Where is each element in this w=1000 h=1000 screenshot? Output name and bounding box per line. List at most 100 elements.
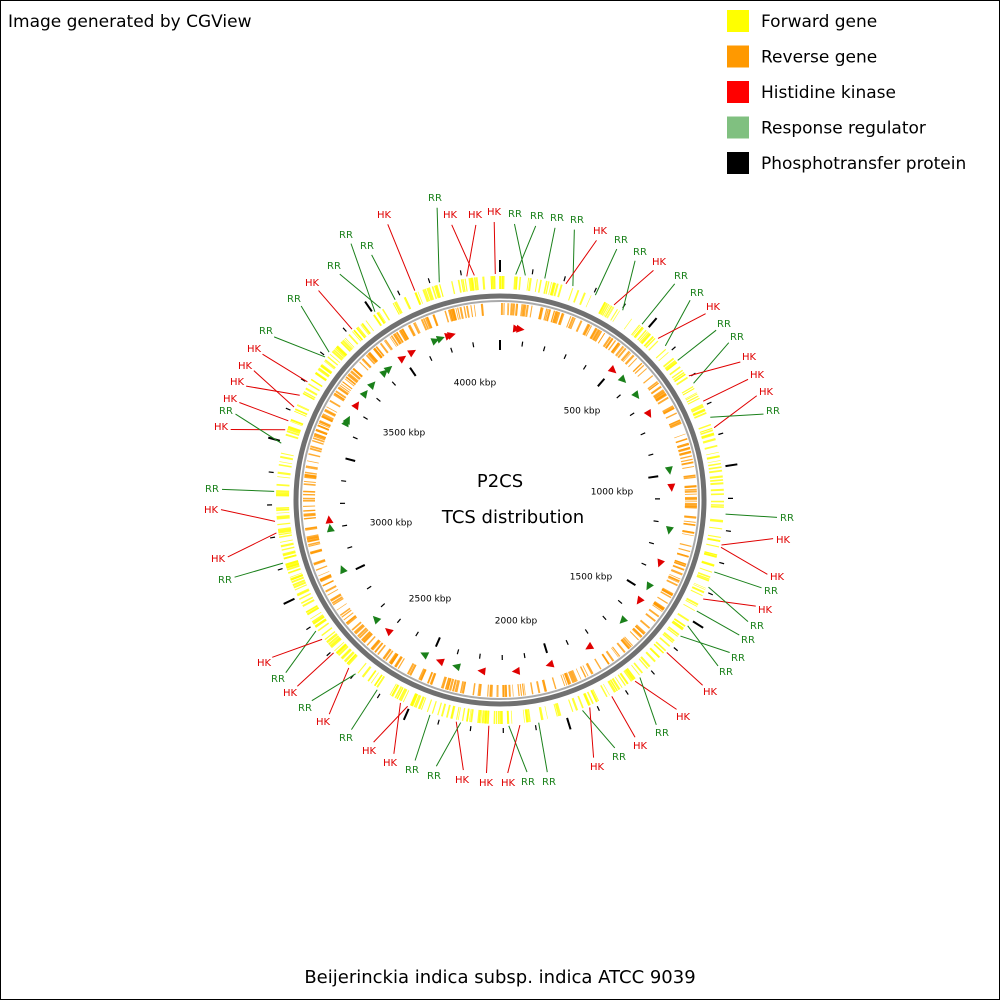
forward-gene bbox=[435, 284, 442, 298]
forward-gene bbox=[312, 615, 325, 625]
forward-gene bbox=[320, 364, 332, 374]
tcs-marker bbox=[326, 523, 335, 533]
forward-gene bbox=[682, 388, 695, 396]
feature-connector bbox=[414, 714, 431, 761]
forward-gene bbox=[373, 314, 382, 326]
tcs-marker bbox=[430, 338, 440, 346]
reverse-gene bbox=[304, 471, 317, 475]
reverse-gene bbox=[430, 673, 437, 685]
forward-gene bbox=[663, 631, 675, 642]
reverse-gene bbox=[383, 340, 392, 351]
forward-gene bbox=[334, 347, 346, 358]
forward-gene bbox=[468, 708, 472, 722]
reverse-gene bbox=[610, 342, 620, 353]
reverse-gene bbox=[677, 552, 689, 558]
forward-gene bbox=[310, 611, 322, 620]
outer-tick bbox=[708, 592, 714, 596]
tcs-marker bbox=[664, 466, 673, 475]
forward-gene bbox=[603, 683, 610, 696]
feature-connector bbox=[297, 652, 334, 687]
outer-tick bbox=[725, 530, 731, 532]
feature-label: RR bbox=[327, 261, 341, 272]
forward-gene bbox=[329, 353, 341, 363]
reverse-gene bbox=[683, 520, 696, 523]
reverse-gene bbox=[322, 413, 334, 420]
legend-label: Histidine kinase bbox=[761, 83, 896, 103]
forward-gene bbox=[672, 620, 684, 630]
reverse-gene bbox=[583, 324, 590, 336]
forward-gene bbox=[478, 710, 482, 724]
forward-gene bbox=[685, 393, 698, 401]
outer-tick bbox=[647, 317, 658, 328]
reverse-gene bbox=[347, 374, 358, 384]
forward-gene bbox=[306, 606, 319, 615]
forward-gene bbox=[431, 286, 437, 300]
center-subtitle: TCS distribution bbox=[441, 507, 584, 528]
feature-label: RR bbox=[542, 777, 556, 788]
reverse-gene bbox=[329, 399, 341, 408]
feature-connector bbox=[387, 224, 416, 291]
reverse-gene bbox=[407, 325, 415, 337]
forward-gene bbox=[314, 618, 326, 627]
feature-label: HK bbox=[283, 688, 298, 699]
forward-gene bbox=[426, 287, 433, 301]
reverse-gene bbox=[654, 391, 666, 400]
forward-gene bbox=[553, 283, 559, 297]
forward-gene bbox=[623, 318, 633, 330]
feature-label: HK bbox=[706, 302, 721, 313]
tcs-marker bbox=[340, 565, 348, 575]
feature-connector bbox=[311, 673, 356, 702]
feature-label: HK bbox=[703, 687, 718, 698]
forward-gene bbox=[420, 697, 427, 710]
reverse-gene bbox=[305, 465, 318, 470]
forward-gene bbox=[302, 599, 315, 607]
reverse-gene bbox=[683, 522, 696, 526]
tcs-marker bbox=[585, 641, 595, 650]
forward-gene bbox=[280, 452, 294, 457]
forward-gene bbox=[513, 276, 516, 290]
feature-connector bbox=[351, 689, 378, 730]
reverse-gene bbox=[478, 683, 481, 696]
reverse-gene bbox=[310, 549, 323, 555]
forward-gene bbox=[365, 320, 375, 332]
legend-label: Phosphotransfer protein bbox=[761, 154, 966, 174]
forward-gene bbox=[376, 311, 386, 324]
reverse-gene bbox=[331, 596, 343, 604]
forward-gene bbox=[472, 277, 475, 291]
reverse-gene bbox=[669, 421, 682, 429]
outer-tick bbox=[596, 705, 600, 711]
reverse-gene bbox=[620, 350, 630, 361]
reverse-gene bbox=[304, 473, 317, 477]
forward-gene bbox=[279, 461, 293, 465]
reverse-gene bbox=[452, 308, 457, 321]
feature-label: HK bbox=[316, 717, 331, 728]
reverse-gene bbox=[481, 303, 485, 316]
reverse-gene bbox=[361, 631, 372, 642]
forward-gene bbox=[632, 325, 642, 337]
forward-gene bbox=[298, 592, 312, 600]
inner-tick bbox=[626, 579, 636, 587]
feature-connector bbox=[611, 696, 636, 738]
forward-gene bbox=[577, 695, 584, 709]
feature-label: RR bbox=[730, 332, 744, 343]
reverse-gene bbox=[568, 671, 575, 684]
reverse-gene bbox=[674, 559, 687, 566]
reverse-gene bbox=[645, 613, 656, 622]
forward-gene bbox=[314, 618, 327, 628]
feature-label: HK bbox=[479, 778, 494, 789]
reverse-gene bbox=[681, 461, 694, 466]
feature-connector bbox=[221, 488, 275, 492]
reverse-gene bbox=[303, 491, 316, 493]
feature-label: HK bbox=[204, 505, 219, 516]
forward-gene bbox=[470, 277, 474, 291]
forward-gene bbox=[586, 691, 594, 705]
reverse-gene bbox=[544, 308, 549, 321]
reverse-gene bbox=[580, 666, 587, 678]
forward-gene bbox=[426, 699, 433, 713]
reverse-gene bbox=[337, 386, 349, 395]
tcs-marker bbox=[342, 415, 350, 425]
forward-gene bbox=[631, 324, 641, 336]
inner-tick bbox=[347, 546, 353, 549]
forward-gene bbox=[553, 703, 558, 717]
